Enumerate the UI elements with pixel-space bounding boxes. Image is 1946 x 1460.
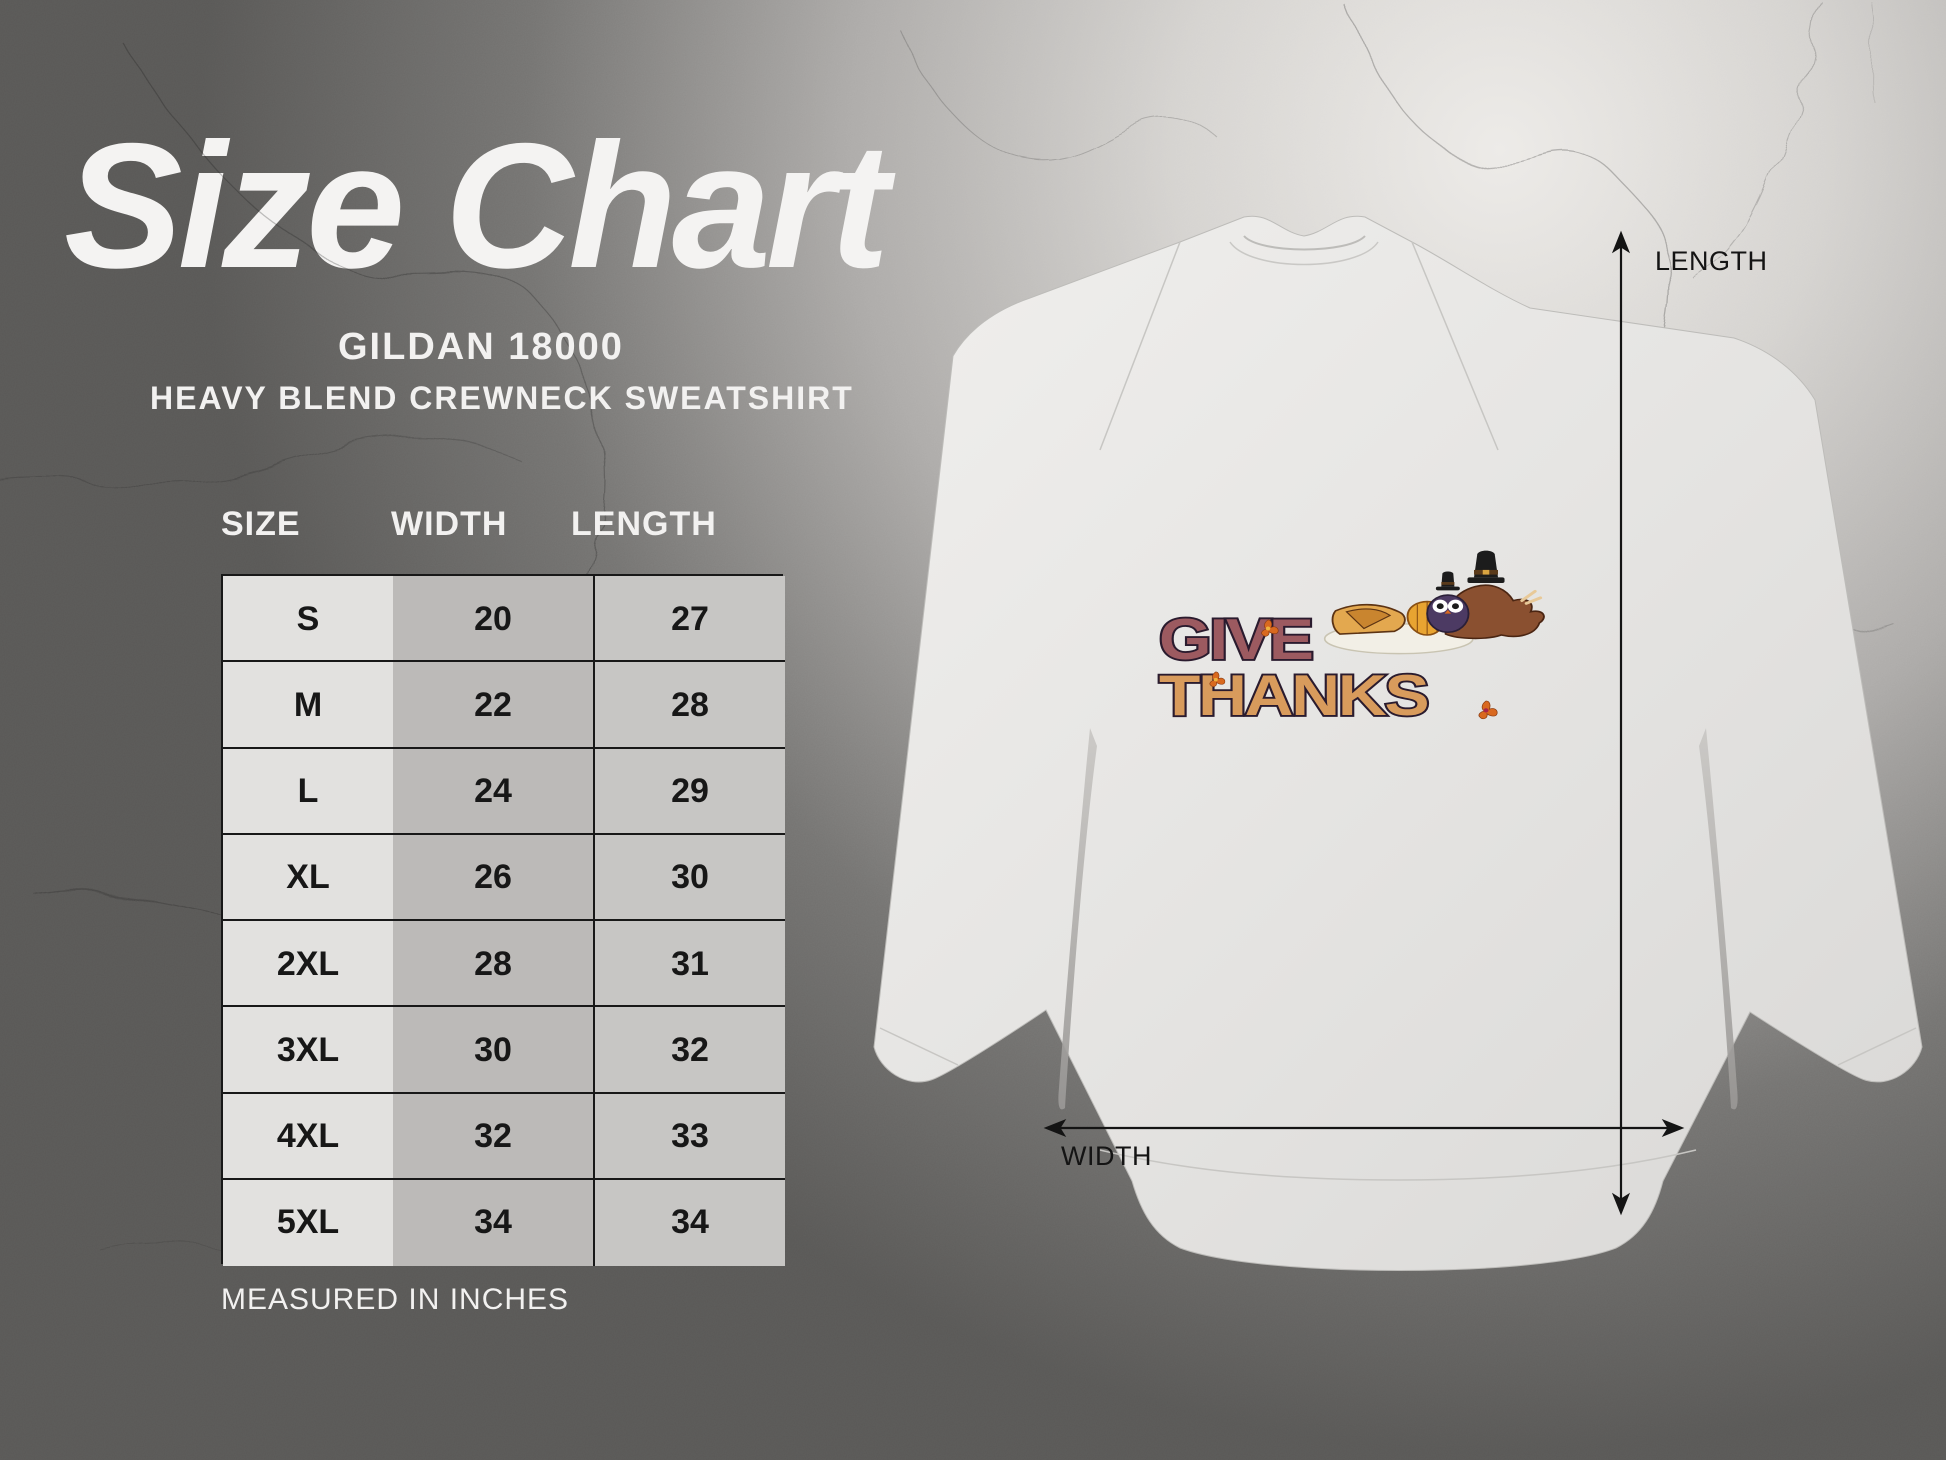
- svg-text:GIVE: GIVE: [1159, 608, 1312, 672]
- svg-text:WIDTH: WIDTH: [1061, 1141, 1152, 1171]
- svg-text:THANKS: THANKS: [1159, 664, 1428, 728]
- svg-text:LENGTH: LENGTH: [1655, 246, 1768, 276]
